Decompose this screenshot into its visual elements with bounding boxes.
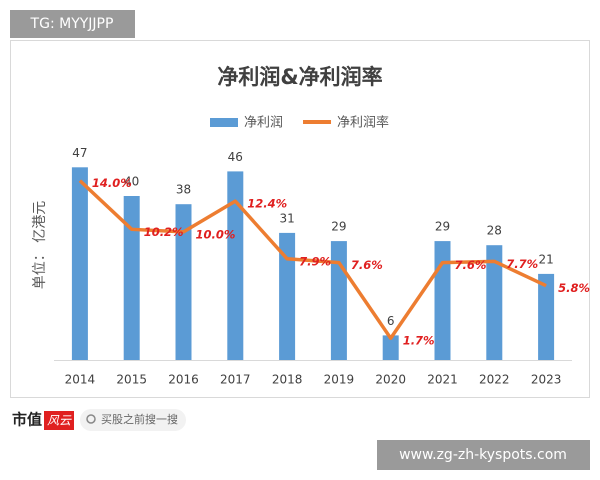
y-axis-label: 单位： 亿港元: [32, 201, 48, 289]
line-label: 7.6%: [351, 258, 383, 272]
bar-label: 28: [487, 224, 502, 238]
bar-label: 21: [538, 252, 553, 266]
x-tick-label: 2022: [479, 373, 510, 387]
line-label: 5.8%: [558, 281, 590, 295]
x-tick-label: 2016: [168, 373, 199, 387]
x-tick-label: 2023: [531, 373, 562, 387]
bar: [382, 335, 399, 360]
bar: [330, 241, 347, 360]
logo-badge: [44, 411, 74, 430]
bar: [279, 232, 296, 360]
x-tick-label: 2019: [324, 373, 355, 387]
line-label: 10.2%: [144, 225, 184, 239]
bar-label: 6: [387, 314, 395, 328]
search-box[interactable]: [80, 409, 186, 431]
legend-swatch: [210, 118, 238, 127]
x-tick-label: 2017: [220, 373, 251, 387]
line-label: 7.7%: [506, 257, 538, 271]
search-icon: [86, 414, 96, 424]
line-label: 10.0%: [196, 227, 236, 241]
chart-frame: [10, 40, 590, 398]
bar-label: 31: [279, 211, 294, 225]
x-tick-label: 2021: [427, 373, 458, 387]
line-label: 12.4%: [247, 197, 287, 211]
legend-label: 净利润: [244, 116, 283, 131]
legend-label: 净利润率: [337, 115, 389, 131]
search-text: 买股之前搜一搜: [101, 412, 178, 426]
watermark-box: [10, 10, 135, 38]
bar-label: 40: [124, 175, 139, 189]
chart-title: 净利润&净利润率: [217, 65, 382, 89]
bar: [175, 204, 192, 360]
x-tick-label: 2020: [375, 373, 406, 387]
bar: [71, 167, 88, 360]
line: [78, 179, 547, 340]
bar: [123, 196, 140, 360]
x-tick-label: 2014: [65, 373, 96, 387]
logo-text: 市值: [12, 411, 42, 429]
bar: [434, 241, 451, 360]
url-box: [377, 440, 590, 470]
plot: 2014 2015 2016 2017 2018 2019 2020 2021 2022 2023…: [54, 115, 590, 387]
bar: [538, 273, 555, 360]
url-text: www.zg-zh-kyspots.com: [399, 447, 567, 463]
line-label: 7.6%: [455, 258, 487, 272]
watermark: TG: MYYJJPP: [30, 16, 114, 32]
bar-label: 47: [72, 146, 87, 160]
x-tick-label: 2018: [272, 373, 303, 387]
line-label: 7.9%: [299, 254, 331, 268]
line-label: 1.7%: [403, 334, 435, 348]
bar-label: 29: [331, 220, 346, 234]
bar: [227, 171, 244, 360]
bar: [486, 245, 503, 360]
bar-label: 46: [228, 150, 243, 164]
bar-label: 29: [435, 220, 450, 234]
bar-label: 38: [176, 183, 191, 197]
logo-badge-text: 风云: [47, 414, 72, 428]
line-label: 14.0%: [92, 176, 132, 190]
x-tick-label: 2015: [116, 373, 147, 387]
